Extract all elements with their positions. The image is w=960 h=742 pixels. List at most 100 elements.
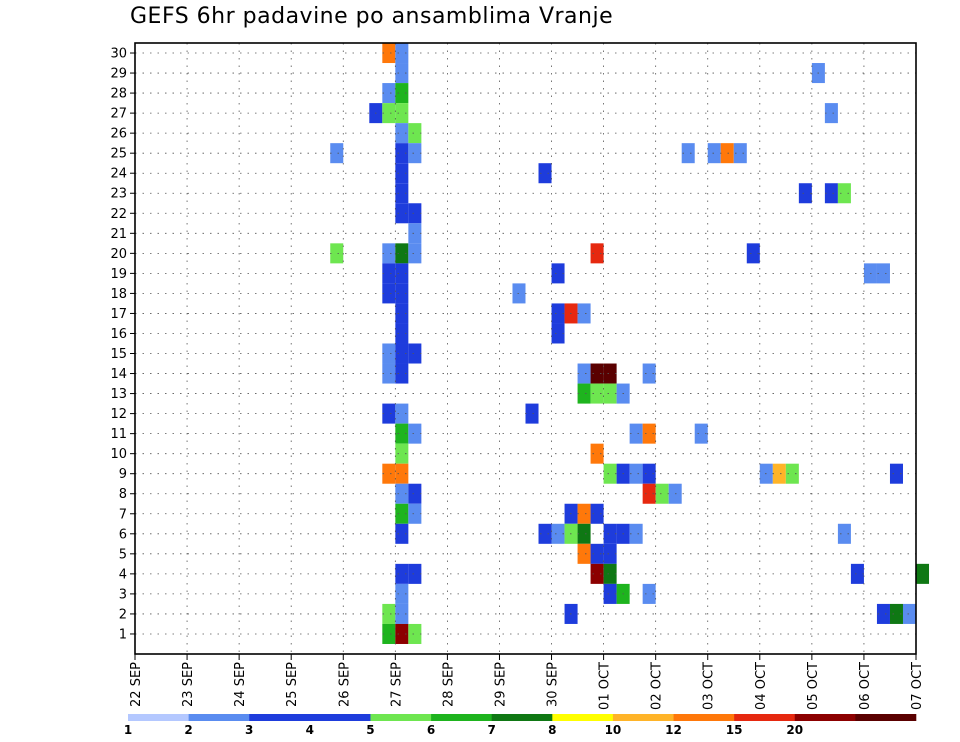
heatmap-cell — [395, 463, 409, 484]
heatmap-cell — [395, 143, 409, 164]
heatmap-cell — [395, 303, 409, 324]
heatmap-cell — [395, 123, 409, 144]
chart-title: GEFS 6hr padavine po ansamblima Vranje — [130, 4, 614, 29]
heatmap-cell — [408, 343, 422, 364]
heatmap-cell — [551, 303, 565, 324]
heatmap-cell — [916, 563, 930, 584]
heatmap-cell — [642, 583, 656, 604]
y-tick-label: 10 — [110, 447, 127, 462]
heatmap-cell — [824, 103, 838, 124]
y-tick-label: 22 — [110, 207, 127, 222]
heatmap-cell — [382, 403, 396, 424]
heatmap-cell — [655, 483, 669, 504]
heatmap-cell — [889, 603, 903, 624]
heatmap-cell — [603, 383, 617, 404]
y-tick-label: 2 — [119, 607, 127, 622]
x-tick-label: 03 OCT — [702, 662, 717, 710]
y-tick-label: 5 — [119, 547, 127, 562]
heatmap-cell — [902, 603, 916, 624]
heatmap-cell — [395, 343, 409, 364]
colorbar-swatch — [128, 714, 189, 721]
x-tick-label: 25 SEP — [285, 662, 300, 707]
heatmap-cell — [798, 183, 812, 204]
colorbar-label: 12 — [665, 723, 682, 737]
heatmap-cell — [642, 463, 656, 484]
y-tick-label: 15 — [110, 347, 127, 362]
heatmap-cell — [707, 143, 721, 164]
heatmap-cell — [395, 163, 409, 184]
x-tick-label: 07 OCT — [910, 662, 925, 710]
heatmap-cell — [382, 103, 396, 124]
colorbar-swatch — [734, 714, 796, 721]
heatmap-cell — [733, 143, 747, 164]
y-tick-label: 6 — [119, 527, 127, 542]
heatmap-cell — [577, 383, 591, 404]
y-tick-label: 21 — [110, 227, 127, 242]
y-tick-label: 12 — [110, 407, 127, 422]
heatmap-cell — [395, 43, 409, 64]
heatmap-cell — [382, 463, 396, 484]
heatmap-cell — [590, 563, 604, 584]
heatmap-cell — [395, 263, 409, 284]
heatmap-cell — [785, 463, 799, 484]
heatmap-cell — [681, 143, 695, 164]
heatmap-cell — [395, 623, 409, 644]
colorbar-label: 7 — [488, 723, 496, 737]
heatmap-cell — [590, 383, 604, 404]
heatmap-cell — [590, 543, 604, 564]
y-tick-label: 18 — [110, 287, 127, 302]
y-tick-label: 9 — [119, 467, 127, 482]
heatmap-cell — [382, 623, 396, 644]
colorbar-swatch — [855, 714, 917, 721]
y-tick-label: 13 — [110, 387, 127, 402]
x-tick-label: 06 OCT — [858, 662, 873, 710]
heatmap-cell — [837, 183, 851, 204]
colorbar-swatch — [370, 714, 432, 721]
colorbar-swatch — [188, 714, 250, 721]
heatmap-cell — [603, 543, 617, 564]
heatmap-cell — [408, 123, 422, 144]
heatmap-cell — [395, 103, 409, 124]
x-tick-label: 30 SEP — [546, 662, 561, 707]
heatmap-cell — [590, 243, 604, 264]
heatmap-cell — [577, 363, 591, 384]
heatmap-cell — [603, 563, 617, 584]
x-tick-label: 28 SEP — [441, 662, 456, 707]
x-tick-label: 01 OCT — [598, 662, 613, 710]
y-tick-label: 3 — [119, 587, 127, 602]
colorbar-swatch — [491, 714, 553, 721]
heatmap-cell — [382, 263, 396, 284]
heatmap-cell — [603, 363, 617, 384]
heatmap-cell — [395, 283, 409, 304]
heatmap-cell — [577, 503, 591, 524]
heatmap-cell — [382, 603, 396, 624]
heatmap-cell — [824, 183, 838, 204]
heatmap-cell — [408, 563, 422, 584]
colorbar-label: 10 — [605, 723, 622, 737]
x-tick-label: 02 OCT — [650, 662, 665, 710]
y-tick-label: 11 — [110, 427, 127, 442]
x-tick-label: 04 OCT — [754, 662, 769, 710]
heatmap-cell — [551, 323, 565, 344]
heatmap-cell — [408, 483, 422, 504]
heatmap-cell — [395, 203, 409, 224]
heatmap-cell — [642, 423, 656, 444]
heatmap-cell — [590, 443, 604, 464]
colorbar-label: 3 — [245, 723, 253, 737]
heatmap-cell — [382, 43, 396, 64]
heatmap-cell — [395, 503, 409, 524]
heatmap-cell — [408, 423, 422, 444]
y-tick-label: 24 — [110, 167, 127, 182]
heatmap-cell — [629, 523, 643, 544]
y-tick-label: 1 — [119, 627, 127, 642]
colorbar-label: 20 — [786, 723, 803, 737]
heatmap-cell — [395, 443, 409, 464]
y-tick-label: 29 — [110, 67, 127, 82]
y-tick-label: 20 — [110, 247, 127, 262]
heatmap-cell — [629, 423, 643, 444]
heatmap-cell — [603, 583, 617, 604]
heatmap-cell — [551, 523, 565, 544]
heatmap-cell — [551, 263, 565, 284]
cells-layer — [330, 43, 930, 644]
heatmap-cell — [746, 243, 760, 264]
